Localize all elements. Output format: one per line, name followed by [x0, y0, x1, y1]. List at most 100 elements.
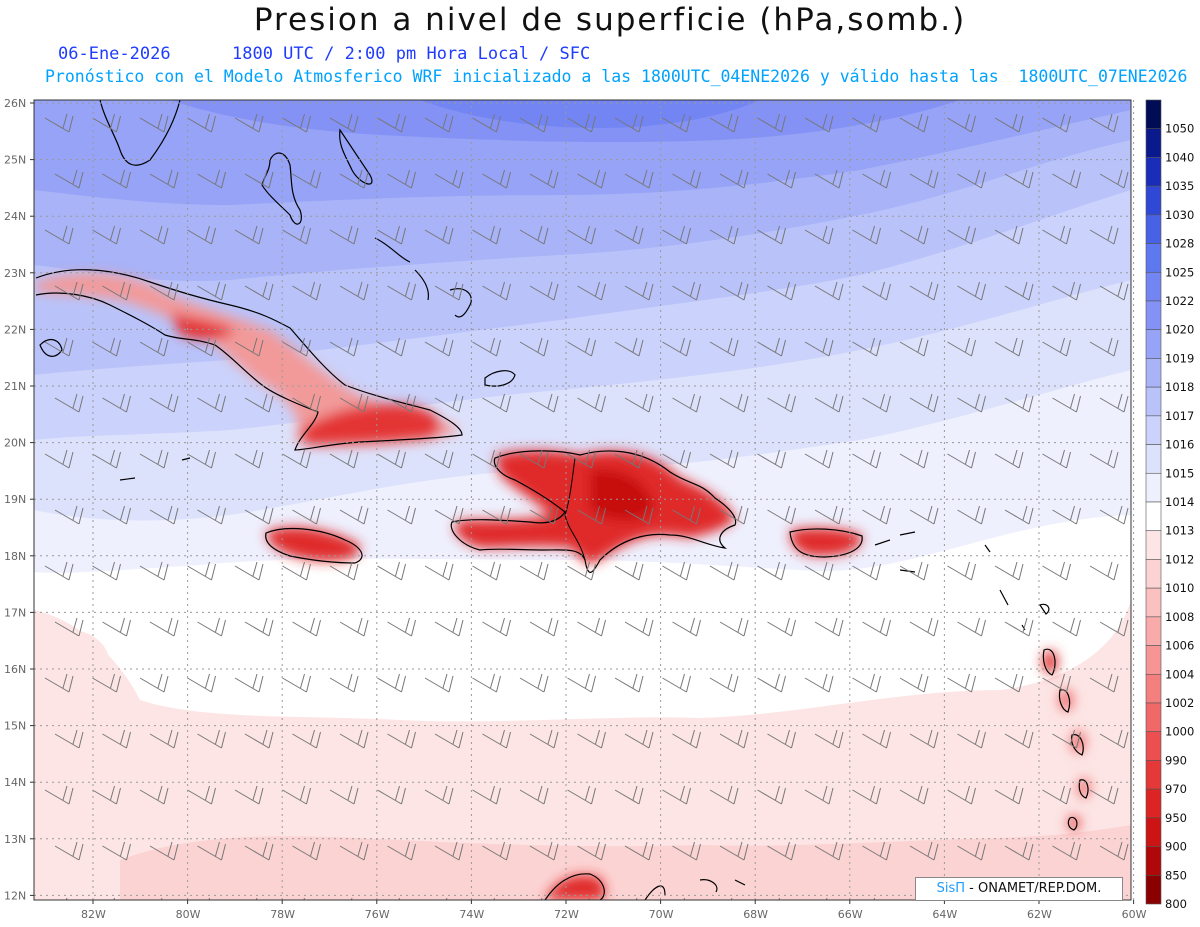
lat-label: 14N	[4, 776, 26, 789]
wind-barb	[102, 505, 131, 525]
wind-barb	[662, 225, 691, 245]
wind-barb	[339, 841, 369, 861]
wind-barb	[519, 561, 549, 581]
wind-barb	[624, 617, 654, 637]
wind-barb	[662, 113, 691, 133]
wind-barb	[329, 785, 359, 805]
bahamas-2	[339, 128, 373, 185]
wind-barb	[187, 113, 216, 133]
wind-barb	[614, 337, 644, 357]
wind-barb	[899, 225, 929, 245]
wind-barb	[472, 225, 501, 245]
wind-barb	[197, 841, 226, 861]
wind-barb	[519, 785, 549, 805]
colorbar-label: 1013	[1165, 524, 1194, 538]
colorbar-swatch	[1145, 415, 1162, 445]
wind-barb	[814, 617, 844, 637]
jamaica-pressure	[266, 527, 361, 562]
colorbar-swatch	[1145, 645, 1162, 675]
wind-barb	[519, 113, 549, 133]
wind-barb	[244, 169, 274, 189]
wind-barb	[624, 841, 654, 861]
wind-barb	[719, 505, 749, 525]
wind-barb	[1089, 225, 1119, 245]
wind-barb	[292, 281, 321, 301]
wind-barb	[434, 393, 464, 413]
colorbar-label: 1014	[1165, 495, 1194, 509]
wind-barb	[947, 337, 976, 357]
wind-barb	[804, 225, 834, 245]
colorbar-swatch	[1145, 559, 1162, 589]
wind-barb	[994, 561, 1024, 581]
wind-barb	[244, 505, 274, 525]
wind-barb	[757, 337, 786, 357]
wind-barb	[92, 673, 121, 693]
colorbar-label: 1050	[1165, 122, 1194, 136]
lon-label: 72W	[554, 908, 579, 921]
wind-barb	[757, 449, 786, 469]
wind-barb	[339, 617, 369, 637]
wind-barb	[234, 225, 264, 245]
wind-barb	[994, 337, 1024, 357]
wind-barb	[139, 449, 169, 469]
wind-barb	[339, 393, 369, 413]
cuba-coast	[35, 269, 463, 451]
wind-barb	[540, 897, 548, 900]
wind-barb	[282, 337, 311, 357]
wind-barb	[709, 225, 739, 245]
wind-barb	[472, 673, 501, 693]
wind-barb	[139, 785, 169, 805]
wind-barb	[529, 841, 559, 861]
wind-barb	[767, 169, 796, 189]
wind-barb	[197, 617, 226, 637]
wind-barb	[567, 113, 596, 133]
map-frame	[33, 99, 1132, 901]
wind-barb	[282, 449, 311, 469]
wind-barb	[44, 449, 74, 469]
wind-barb	[44, 785, 74, 805]
lon-label: 70W	[649, 908, 674, 921]
wind-barb	[44, 673, 74, 693]
colorbar-swatch	[1145, 788, 1162, 819]
wind-barb	[567, 449, 596, 469]
wind-barb	[852, 225, 881, 245]
wind-barb	[1042, 561, 1071, 581]
wind-barb	[187, 561, 216, 581]
wind-barb	[282, 673, 311, 693]
wind-barb	[387, 841, 416, 861]
wind-barb	[709, 337, 739, 357]
pressure-band-1012	[34, 600, 1131, 900]
wind-barb	[909, 841, 939, 861]
wind-barb	[635, 897, 643, 900]
wind-barb	[482, 505, 511, 525]
antilles-5	[1067, 816, 1078, 831]
wind-barb	[187, 673, 216, 693]
wind-barb	[424, 785, 454, 805]
wind-barb	[947, 225, 976, 245]
wind-barb	[662, 449, 691, 469]
wind-barb	[804, 561, 834, 581]
wind-barb	[577, 505, 606, 525]
colorbar-label: 1006	[1165, 639, 1194, 653]
wind-barb	[187, 225, 216, 245]
wind-barb	[957, 281, 986, 301]
south-america-coast	[544, 873, 746, 900]
wind-barb	[445, 897, 453, 900]
wind-barb	[234, 337, 264, 357]
wind-barb	[852, 561, 881, 581]
wind-barb	[65, 897, 73, 900]
wind-barb	[54, 617, 84, 637]
turks-caicos	[484, 370, 516, 387]
wind-barb	[329, 113, 359, 133]
wind-barb	[54, 169, 84, 189]
wind-barb	[719, 281, 749, 301]
lon-label: 74W	[459, 908, 484, 921]
wind-barb	[197, 169, 226, 189]
colorbar-label: 1008	[1165, 610, 1194, 624]
wind-barb	[852, 113, 881, 133]
wind-barb	[624, 505, 654, 525]
wind-barb	[957, 617, 986, 637]
wind-barb	[529, 729, 559, 749]
wind-barb	[139, 225, 169, 245]
wind-barb	[377, 113, 406, 133]
